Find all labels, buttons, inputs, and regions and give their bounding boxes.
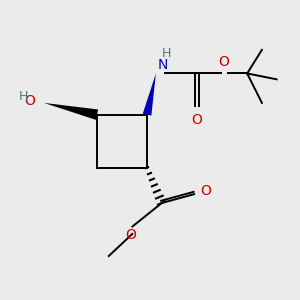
Text: H: H bbox=[162, 47, 171, 60]
Text: H: H bbox=[18, 90, 28, 103]
Text: O: O bbox=[218, 55, 229, 69]
Text: O: O bbox=[200, 184, 211, 198]
Text: O: O bbox=[125, 228, 136, 242]
Polygon shape bbox=[143, 74, 156, 116]
Polygon shape bbox=[44, 103, 98, 120]
Text: O: O bbox=[24, 94, 35, 107]
Text: N: N bbox=[158, 58, 168, 72]
Text: O: O bbox=[192, 113, 203, 127]
